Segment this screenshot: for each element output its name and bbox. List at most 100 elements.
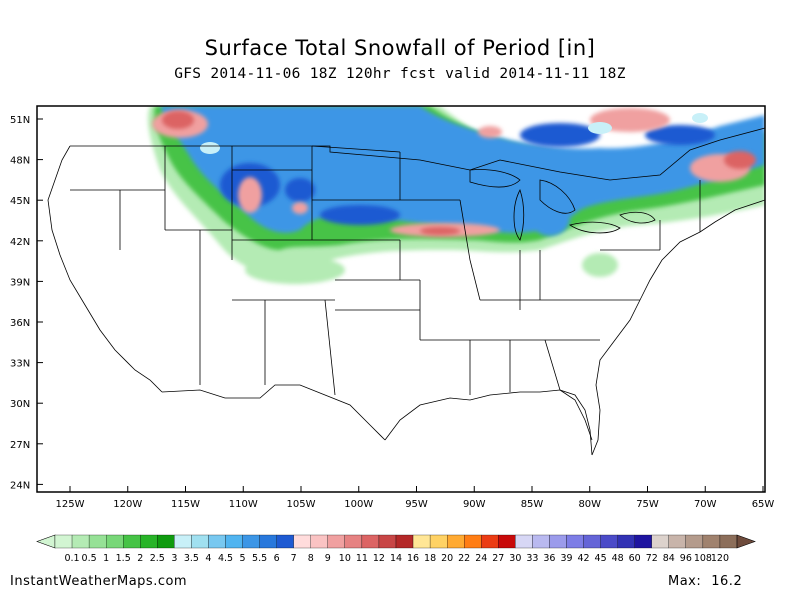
legend-swatch	[583, 534, 601, 549]
snowfall-field	[47, 106, 765, 456]
legend-label: 3	[171, 553, 177, 564]
lon-label: 120W	[113, 499, 142, 510]
legend-swatch	[395, 534, 414, 549]
legend-label: 14	[390, 553, 402, 564]
legend-label: 2	[137, 553, 143, 564]
legend-label: 120	[711, 553, 729, 564]
legend-swatch	[293, 534, 311, 549]
lat-label: 42N	[10, 237, 30, 248]
legend-swatch	[685, 534, 704, 549]
legend-label: 5.5	[252, 553, 267, 564]
legend-label: 48	[612, 553, 624, 564]
legend-label: 1	[103, 553, 109, 564]
lon-label: 95W	[405, 499, 428, 510]
legend-label: 2.5	[150, 553, 165, 564]
legend-label: 27	[492, 553, 504, 564]
legend-label: 18	[424, 553, 436, 564]
legend-label: 36	[543, 553, 555, 564]
legend-label: 30	[509, 553, 521, 564]
legend-label: 20	[441, 553, 453, 564]
legend-swatch	[174, 534, 192, 549]
legend-label: 10	[339, 553, 351, 564]
lat-label: 27N	[10, 440, 30, 451]
lat-label: 36N	[10, 318, 30, 329]
lon-label: 75W	[636, 499, 659, 510]
lon-label: 110W	[229, 499, 258, 510]
legend-swatch	[481, 534, 499, 549]
legend-swatch	[719, 534, 738, 549]
legend-label: 45	[595, 553, 607, 564]
legend-swatch	[668, 534, 686, 549]
legend-swatch	[259, 534, 277, 549]
legend-swatch	[191, 534, 209, 549]
legend-label: 4.5	[218, 553, 233, 564]
legend-label: 96	[680, 553, 692, 564]
legend-swatch	[276, 534, 294, 549]
legend-label: 3.5	[184, 553, 199, 564]
legend-label: 8	[308, 553, 314, 564]
legend-label: 84	[663, 553, 675, 564]
legend-label: 24	[475, 553, 487, 564]
legend-swatch	[225, 534, 243, 549]
lon-label: 125W	[56, 499, 85, 510]
legend-swatch	[429, 534, 448, 549]
legend-label: 72	[646, 553, 658, 564]
legend-label: 33	[526, 553, 538, 564]
legend-label: 22	[458, 553, 470, 564]
lat-label: 48N	[10, 156, 30, 167]
lat-label: 51N	[10, 115, 30, 126]
lat-label: 30N	[10, 399, 30, 410]
lat-label: 33N	[10, 359, 30, 370]
legend-label: 16	[407, 553, 419, 564]
legend-label: 12	[373, 553, 385, 564]
lon-label: 80W	[578, 499, 601, 510]
lon-label: 70W	[694, 499, 717, 510]
legend-label: 7	[291, 553, 297, 564]
legend-swatch	[549, 534, 567, 549]
lat-label: 39N	[10, 277, 30, 288]
map-subtitle: GFS 2014-11-06 18Z 120hr fcst valid 2014…	[174, 66, 626, 82]
legend-swatch	[515, 534, 533, 549]
legend-swatch	[446, 534, 465, 549]
legend-swatch	[123, 534, 141, 549]
latitude-axis: 51N 48N 45N 42N 39N 36N 33N 30N 27N 24N	[10, 115, 43, 491]
lon-label: 100W	[344, 499, 373, 510]
legend-swatch	[651, 534, 669, 549]
legend-label: 5	[240, 553, 246, 564]
legend-label: 60	[629, 553, 641, 564]
legend-label: 108	[694, 553, 712, 564]
legend-swatch	[157, 534, 175, 549]
legend-swatch	[634, 534, 652, 549]
legend-label: 42	[578, 553, 590, 564]
legend-swatch	[344, 534, 363, 549]
color-legend: 0.1 0.5 1 1.5 2 2.5 3 3.5 4 4.5 5 5.5 6 7 8 9 10 11 12 14 16…	[36, 534, 756, 564]
legend-swatch	[566, 534, 584, 549]
map-title: Surface Total Snowfall of Period [in]	[204, 36, 596, 60]
lon-label: 90W	[463, 499, 486, 510]
legend-arrow-right	[736, 534, 756, 549]
legend-arrow-left	[36, 534, 56, 549]
legend-swatch	[106, 534, 124, 549]
legend-swatch	[600, 534, 618, 549]
lon-label: 115W	[171, 499, 200, 510]
credit-text: InstantWeatherMaps.com	[10, 574, 188, 589]
legend-swatch	[71, 534, 90, 549]
boundary-lines	[47, 127, 765, 456]
lat-label: 24N	[10, 480, 30, 491]
legend-swatch	[378, 534, 397, 549]
legend-swatch	[498, 534, 516, 549]
legend-label: 11	[356, 553, 368, 564]
legend-label: 9	[325, 553, 331, 564]
longitude-axis: 125W 120W 115W 110W 105W 100W 95W 90W 85W 80W 75W 7…	[56, 486, 775, 510]
legend-label: 4	[205, 553, 211, 564]
legend-swatch	[532, 534, 550, 549]
legend-swatch	[54, 534, 73, 549]
legend-swatch	[702, 534, 721, 549]
legend-label: 0.5	[82, 553, 97, 564]
lon-label: 85W	[521, 499, 544, 510]
legend-label: 6	[274, 553, 280, 564]
max-readout: Max: 16.2	[668, 574, 742, 589]
lon-label: 65W	[752, 499, 775, 510]
legend-swatch	[617, 534, 635, 549]
